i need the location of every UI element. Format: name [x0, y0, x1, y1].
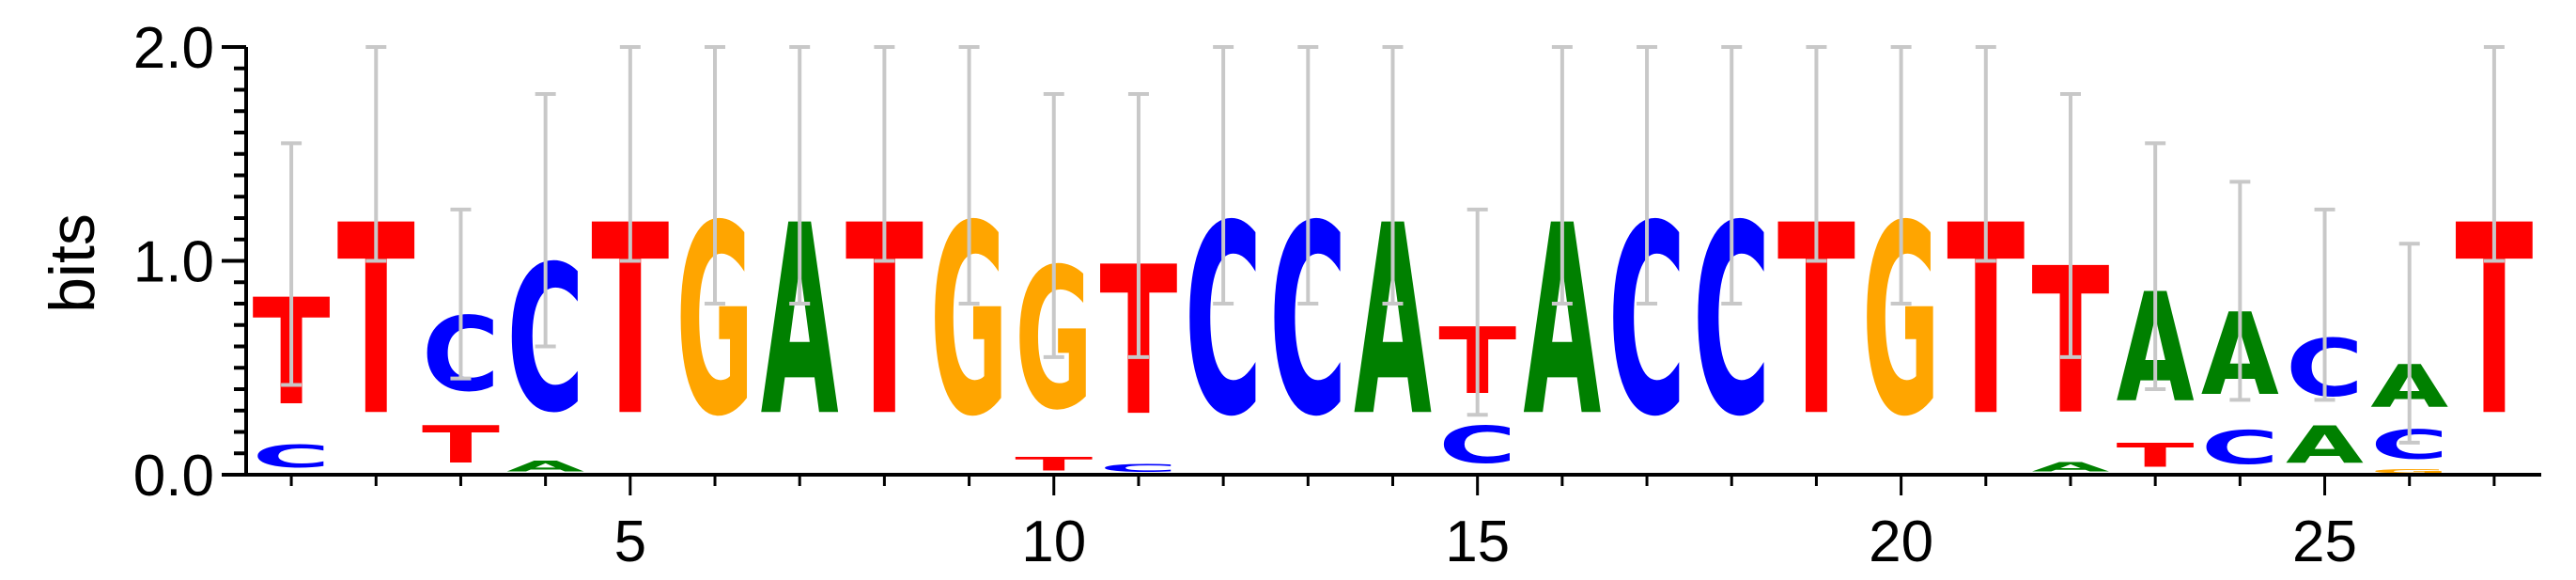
- letter-t-pos-23: T: [2117, 437, 2195, 476]
- y-axis-label: bits: [37, 213, 108, 313]
- letter-t-pos-3: T: [422, 415, 500, 475]
- y-tick-label: 1.0: [133, 230, 214, 295]
- axes: 0.0 1.0 2.0 5 10 15 20 25: [133, 16, 2541, 574]
- x-tick-label: 20: [1869, 509, 1933, 574]
- x-tick-label: 5: [614, 509, 646, 574]
- error-bars: [281, 45, 2505, 445]
- letter-a-pos-22: A: [2031, 460, 2109, 475]
- letter-c-pos-1: C: [253, 439, 331, 475]
- x-tick-label: 15: [1445, 509, 1510, 574]
- letter-c-pos-15: C: [1438, 415, 1516, 475]
- letter-c-pos-11: C: [1099, 462, 1177, 475]
- y-tick-label: 2.0: [133, 16, 214, 81]
- letter-c-pos-24: C: [2201, 421, 2279, 475]
- x-tick-label: 10: [1021, 509, 1086, 574]
- letter-t-pos-10: T: [1015, 453, 1093, 475]
- letter-a-pos-25: A: [2286, 415, 2364, 475]
- y-tick-label: 0.0: [133, 444, 214, 509]
- letter-g-pos-26: G: [2370, 468, 2448, 475]
- letter-a-pos-4: A: [506, 458, 584, 475]
- x-tick-label: 25: [2292, 509, 2357, 574]
